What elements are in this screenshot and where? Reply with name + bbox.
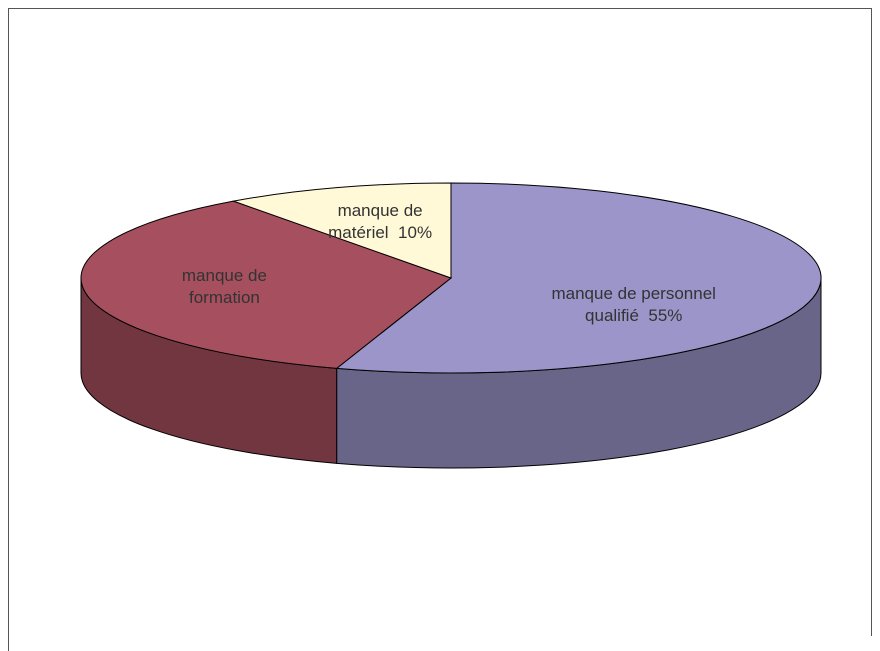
category-label: manque de personnel qualifié	[551, 284, 716, 326]
value-label: 10%	[398, 222, 433, 242]
category-label: manque de formation	[181, 266, 267, 308]
slice-label: manque de matériel 10%	[305, 200, 455, 244]
value-label: 55%	[648, 306, 683, 326]
slice-label: manque de formation	[149, 265, 299, 309]
category-label: manque de matériel	[328, 200, 423, 242]
slice-label: manque de personnel qualifié 55%	[529, 283, 739, 327]
pie-slice	[231, 182, 452, 279]
pie-slice	[335, 182, 822, 374]
frame	[8, 8, 872, 651]
pie-slice	[80, 200, 453, 369]
